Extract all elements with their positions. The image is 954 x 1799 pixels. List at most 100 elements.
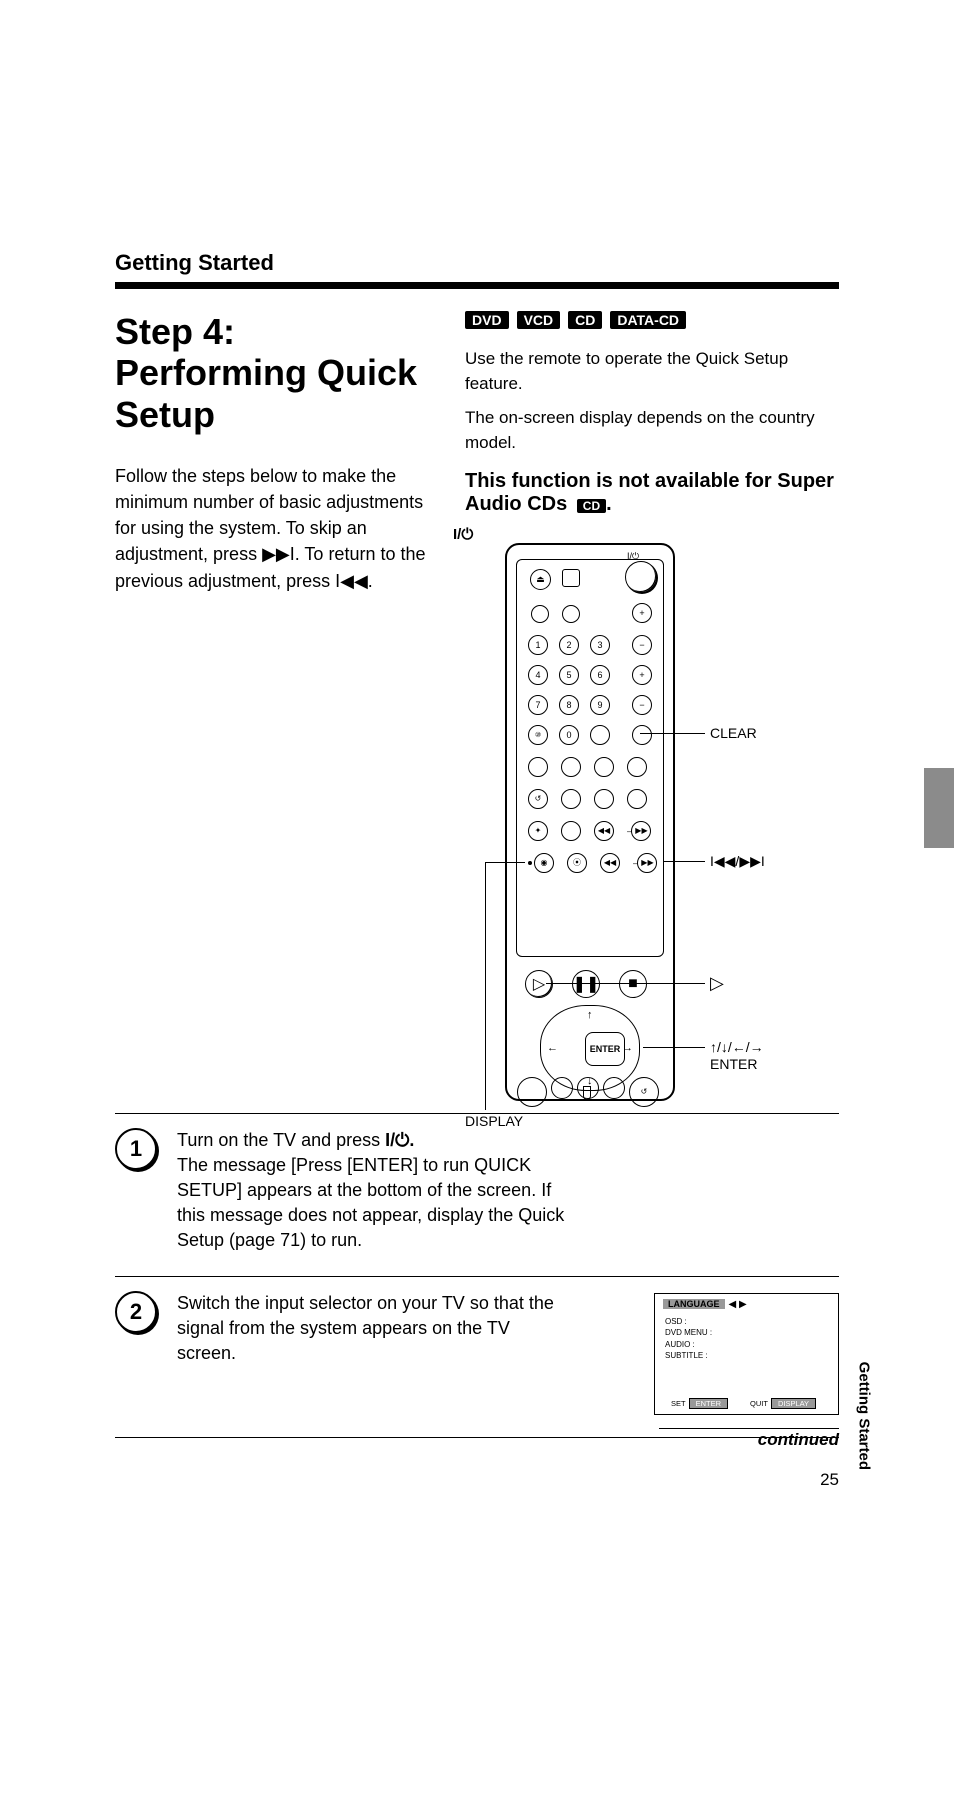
step-1-row: 1 Turn on the TV and press I/⏻. The mess… <box>115 1114 839 1276</box>
main-title: Step 4: Performing Quick Setup <box>115 311 435 435</box>
right-subtitle: This function is not available for Super… <box>465 470 839 516</box>
mode-btn-1 <box>531 605 549 623</box>
right-para-1: Use the remote to operate the Quick Setu… <box>465 347 839 396</box>
step-2-text: Switch the input selector on your TV so … <box>177 1291 567 1367</box>
btn-c2 <box>561 821 581 841</box>
enter-small-btn <box>632 725 652 745</box>
btn-a4 <box>627 757 647 777</box>
left-intro: Follow the steps below to make the minim… <box>115 463 435 593</box>
left-arrow: ← <box>547 1042 558 1054</box>
display-btn: ◉ <box>534 853 554 873</box>
format-badges: DVD VCD CD DATA-CD <box>465 311 839 329</box>
label-enter: ENTER <box>710 1056 757 1072</box>
bot-5: ↺ <box>629 1077 659 1107</box>
label-prev-next: I◀◀/▶▶I <box>710 853 765 870</box>
leader-dpad <box>643 1047 705 1048</box>
page-content: Getting Started Step 4: Performing Quick… <box>115 250 839 1438</box>
btn-a2 <box>561 757 581 777</box>
btn-b4 <box>627 789 647 809</box>
leader-clear <box>640 733 705 734</box>
bot-4 <box>603 1077 625 1099</box>
up-arrow: ↑ <box>587 1009 593 1021</box>
btn-a1 <box>528 757 548 777</box>
ls-arrows: ◀ ▶ <box>729 1299 747 1310</box>
steps-section: 1 Turn on the TV and press I/⏻. The mess… <box>115 1113 839 1438</box>
power-btn <box>625 561 657 593</box>
ls-line-4: SUBTITLE : <box>665 1350 712 1362</box>
next-btn: ▶▶ <box>637 853 657 873</box>
btn-c3: ◀◀ <box>594 821 614 841</box>
label-display: DISPLAY <box>465 1113 523 1129</box>
num-5: 5 <box>559 665 579 685</box>
btn-b3 <box>594 789 614 809</box>
num-4: 4 <box>528 665 548 685</box>
ch-down-btn: − <box>632 695 652 715</box>
btn-b2 <box>561 789 581 809</box>
num-9: 9 <box>590 695 610 715</box>
right-arrow: → <box>622 1042 633 1054</box>
remote-body: ⏏ I/⏻ + 1 2 3 − 4 5 6 + <box>505 543 675 1101</box>
step-2-row: 2 Switch the input selector on your TV s… <box>115 1277 839 1437</box>
right-subtitle-text: This function is not available for Super… <box>465 470 834 515</box>
num-8: 8 <box>559 695 579 715</box>
enter-btn: ENTER <box>585 1032 625 1066</box>
ls-line-3: AUDIO : <box>665 1339 712 1351</box>
remote-diagram: ⏏ I/⏻ + 1 2 3 − 4 5 6 + <box>495 543 795 1103</box>
num-7: 7 <box>528 695 548 715</box>
ls-display-box: DISPLAY <box>771 1398 816 1409</box>
step-1-num: 1 <box>115 1128 157 1170</box>
section-heading: Getting Started <box>115 250 839 276</box>
leader-display <box>485 862 525 863</box>
step1-bold: I/⏻. <box>385 1130 414 1150</box>
ls-line-2: DVD MENU : <box>665 1327 712 1339</box>
row-a <box>528 757 647 777</box>
play-btn: ▷ <box>525 970 553 998</box>
ten-btn: ⑩ <box>528 725 548 745</box>
label-dpad: ↑/↓/←/→ <box>710 1039 764 1055</box>
tv-btn <box>562 569 580 587</box>
row-d: ◉ ⦿ ◀◀ – ▶▶ <box>528 853 657 873</box>
num-1: 1 <box>528 635 548 655</box>
row-b: ↺ <box>528 789 647 809</box>
label-play: ▷ <box>710 973 724 994</box>
step-1-text: Turn on the TV and press I/⏻. The messag… <box>177 1128 567 1254</box>
btn-a3 <box>594 757 614 777</box>
bot-3 <box>577 1077 599 1099</box>
row-c: ✦ ◀◀ – ▶▶ <box>528 821 651 841</box>
leader-prevnext <box>663 861 705 862</box>
margin-tab <box>924 768 954 848</box>
ls-quit-label: QUIT <box>750 1399 768 1408</box>
continued-label: continued <box>758 1430 839 1450</box>
bot-2 <box>551 1077 573 1099</box>
num-3: 3 <box>590 635 610 655</box>
vol-up-btn: + <box>632 603 652 623</box>
num-0: 0 <box>559 725 579 745</box>
btn-d2: ⦿ <box>567 853 587 873</box>
ls-body: OSD : DVD MENU : AUDIO : SUBTITLE : <box>665 1316 712 1362</box>
mode-btn-2 <box>562 605 580 623</box>
power-lbl: I/⏻ <box>627 551 639 562</box>
num-2: 2 <box>559 635 579 655</box>
ch-up-btn: + <box>632 665 652 685</box>
label-clear: CLEAR <box>710 725 757 741</box>
step-2-num: 2 <box>115 1291 157 1333</box>
page-number: 25 <box>820 1470 839 1490</box>
heading-rule <box>115 282 839 289</box>
ls-quit: QUIT DISPLAY <box>744 1398 822 1409</box>
ls-set: SET ENTER <box>665 1398 734 1409</box>
btn-c4: ▶▶ <box>631 821 651 841</box>
step1-after: The message [Press [ENTER] to run QUICK … <box>177 1155 564 1251</box>
cd-badge-small: CD <box>577 499 606 513</box>
leader-display-v <box>485 862 486 1110</box>
right-para-2: The on-screen display depends on the cou… <box>465 406 839 455</box>
pause-btn: ❚❚ <box>572 970 600 998</box>
ls-footer: SET ENTER QUIT DISPLAY <box>665 1398 822 1409</box>
continued-underline <box>659 1428 839 1429</box>
ls-set-label: SET <box>671 1399 686 1408</box>
ls-line-1: OSD : <box>665 1316 712 1328</box>
eject-btn: ⏏ <box>530 569 551 590</box>
step1-prefix: Turn on the TV and press <box>177 1130 385 1150</box>
badge-datacd: DATA-CD <box>610 311 686 329</box>
left-column: Step 4: Performing Quick Setup Follow th… <box>115 311 435 1103</box>
btn-c1: ✦ <box>528 821 548 841</box>
